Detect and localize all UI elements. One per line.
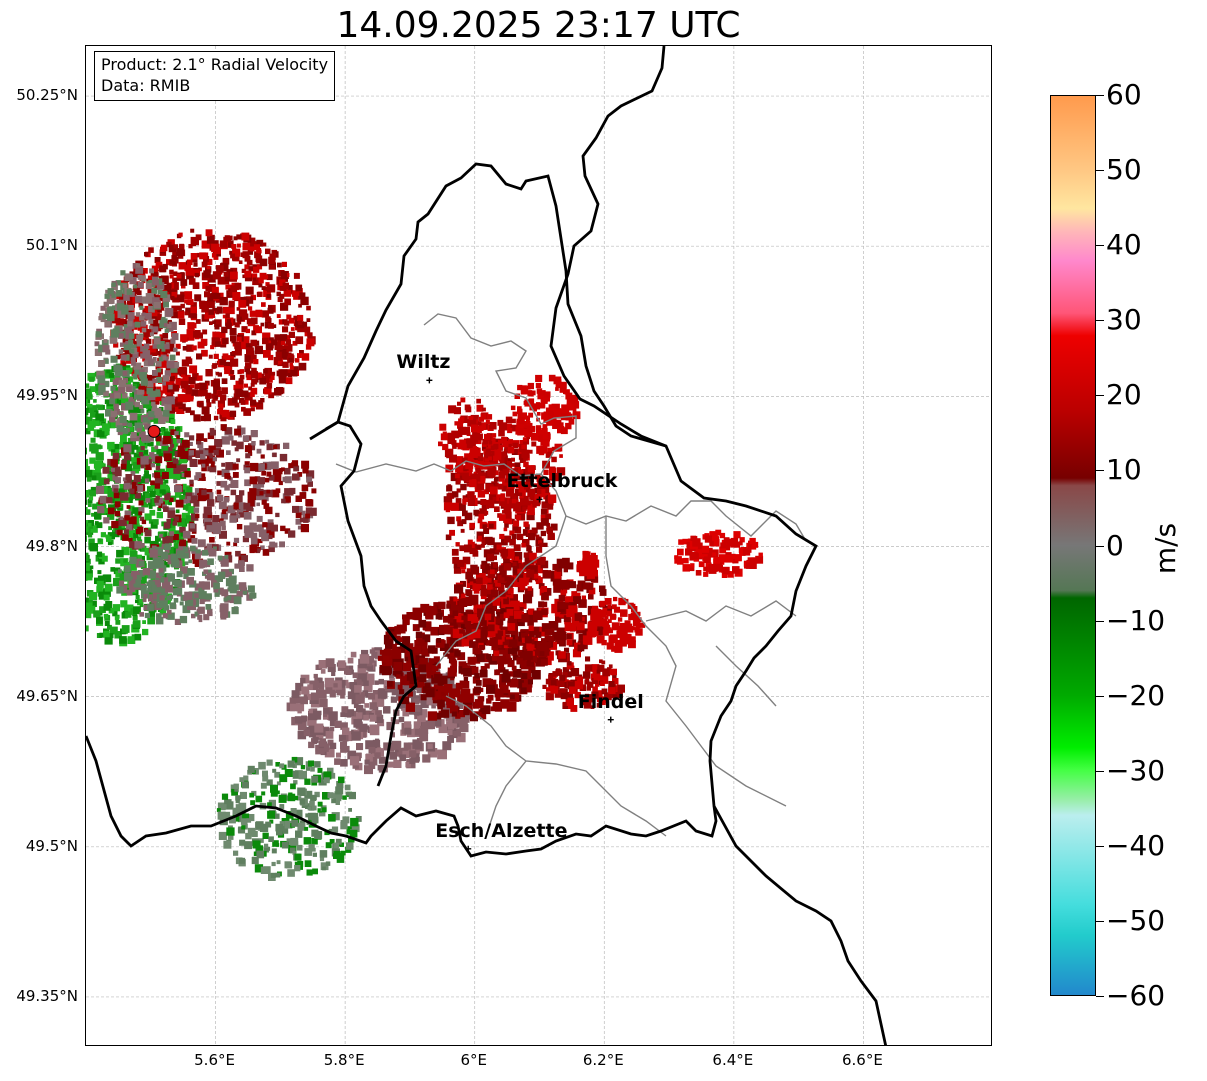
page-title: 14.09.2025 23:17 UTC: [336, 5, 741, 46]
city-label-findel: Findel: [577, 690, 644, 713]
canton-borders: [335, 313, 807, 837]
city-markers: [426, 377, 614, 852]
data-source-label: Data: RMIB: [101, 76, 191, 95]
lat-tick-label: 50.1°N: [25, 236, 78, 255]
city-label-eschalzette: Esch/Alzette: [435, 819, 568, 842]
lon-tick-label: 5.8°E: [323, 1051, 365, 1069]
product-label: Product: 2.1° Radial Velocity: [101, 55, 329, 74]
velocity-colorbar: [1050, 95, 1096, 996]
colorbar-tick-label: 60: [1106, 78, 1142, 111]
canton-border-central: [435, 515, 787, 807]
lat-tick-label: 49.8°N: [25, 536, 78, 555]
colorbar-tick-mark: [1096, 620, 1104, 622]
colorbar-tick-label: 20: [1106, 378, 1142, 412]
colorbar-tick-label: −60: [1106, 979, 1166, 1012]
national-borders: [86, 46, 887, 1045]
colorbar-tick-label: 50: [1106, 153, 1142, 187]
radar-site-marker[interactable]: [147, 424, 161, 438]
luxembourg-border: [86, 162, 818, 858]
eastern-river-border: [549, 46, 667, 448]
colorbar-tick-mark: [1096, 320, 1104, 322]
colorbar-tick-mark: [1096, 95, 1104, 96]
colorbar-tick-mark: [1096, 470, 1104, 472]
colorbar-tick-label: 30: [1106, 303, 1142, 337]
colorbar-tick-label: −10: [1106, 603, 1166, 637]
colorbar-tick-label: −40: [1106, 828, 1166, 862]
velocity-echoes: [86, 228, 764, 881]
colorbar-tick-mark: [1096, 395, 1104, 397]
southeast-border: [712, 805, 887, 1045]
lon-tick-label: 6.4°E: [712, 1051, 754, 1069]
lat-tick-label: 49.65°N: [16, 686, 78, 705]
map-panel[interactable]: [85, 45, 992, 1046]
map-canvas[interactable]: [86, 46, 992, 1046]
lat-tick-label: 49.5°N: [25, 836, 78, 855]
lat-tick-label: 49.95°N: [16, 386, 78, 405]
city-label-wiltz: Wiltz: [396, 351, 451, 374]
lon-tick-label: 5.6°E: [194, 1051, 235, 1069]
city-marker-eschalzette: [465, 845, 472, 852]
lat-tick-label: 49.35°N: [16, 986, 78, 1005]
colorbar-tick-label: −50: [1106, 903, 1166, 937]
colorbar-unit-label: m/s: [1149, 522, 1183, 575]
colorbar-tick-mark: [1096, 545, 1104, 547]
lon-tick-label: 6.6°E: [842, 1051, 883, 1069]
city-marker-ettelbruck: [536, 496, 543, 503]
colorbar-tick-mark: [1096, 695, 1104, 697]
lon-tick-label: 6°E: [460, 1051, 487, 1069]
colorbar-tick-mark: [1096, 920, 1104, 922]
colorbar-tick-label: −30: [1106, 753, 1166, 787]
colorbar-tick-mark: [1096, 845, 1104, 847]
colorbar-tick-label: 0: [1106, 528, 1124, 562]
colorbar-tick-mark: [1096, 170, 1104, 172]
lon-tick-label: 6.2°E: [582, 1051, 624, 1069]
city-marker-wiltz: [426, 377, 433, 384]
colorbar-tick-label: −20: [1106, 678, 1166, 712]
city-marker-findel: [607, 716, 614, 723]
colorbar-tick-label: 40: [1106, 228, 1142, 262]
colorbar-tick-mark: [1096, 245, 1104, 247]
city-label-ettelbruck: Ettelbruck: [506, 470, 618, 493]
lat-tick-label: 50.25°N: [16, 86, 78, 105]
germany-france-border: [325, 420, 418, 787]
product-info-box: Product: 2.1° Radial Velocity Data: RMIB: [94, 51, 336, 101]
canton-border-south: [445, 600, 797, 837]
colorbar-tick-mark: [1096, 996, 1104, 997]
canton-border-north: [335, 313, 577, 477]
canton-border-east: [540, 473, 807, 542]
colorbar-tick-label: 10: [1106, 453, 1142, 487]
colorbar-tick-mark: [1096, 770, 1104, 772]
